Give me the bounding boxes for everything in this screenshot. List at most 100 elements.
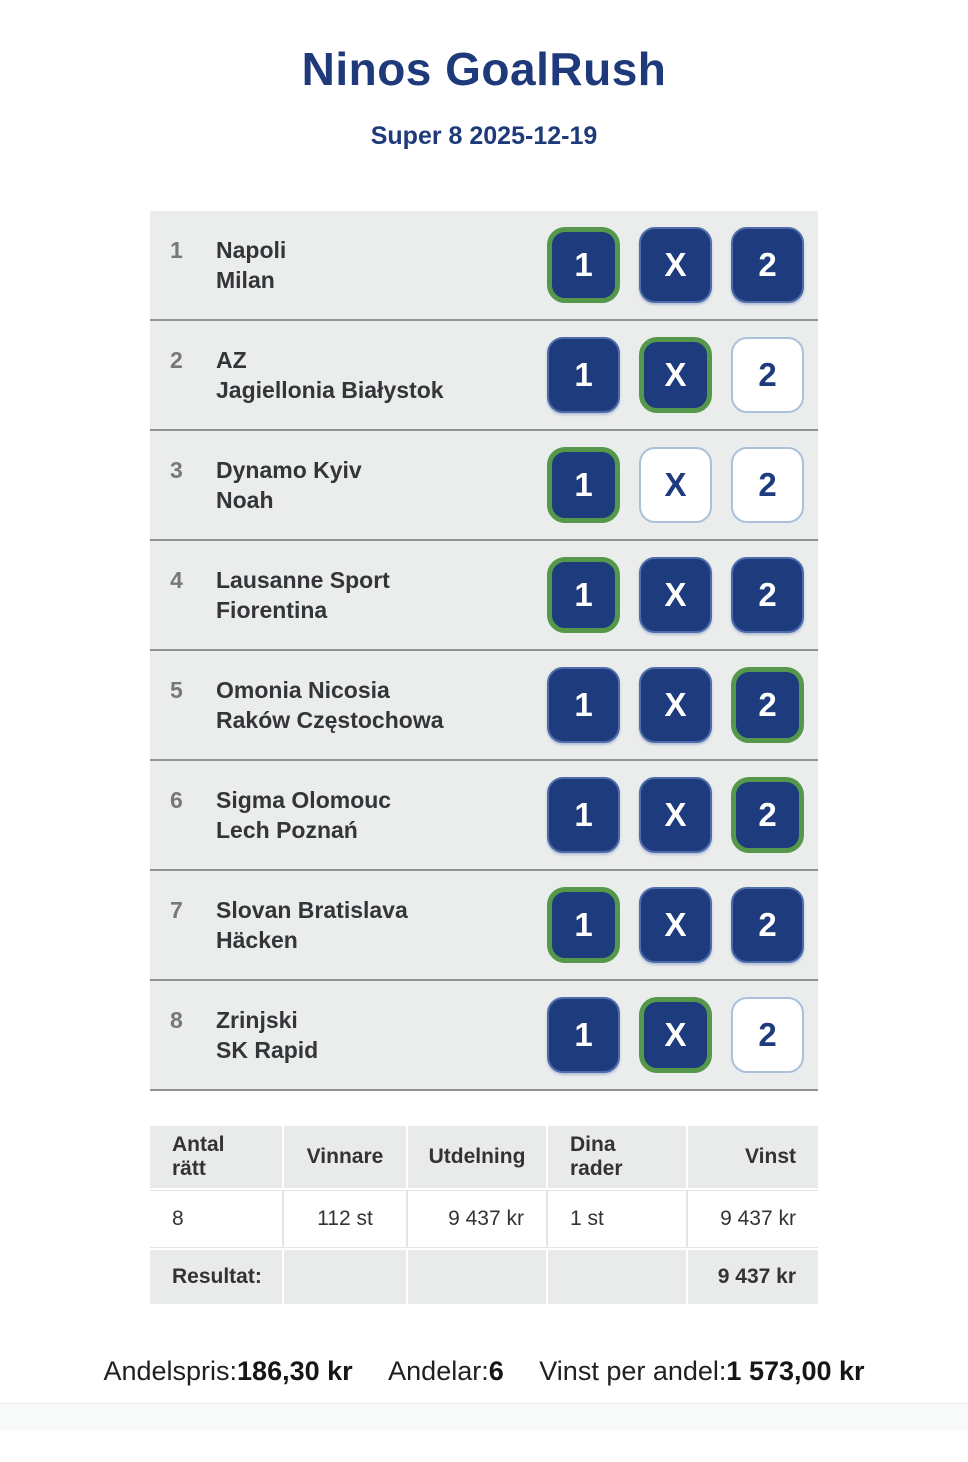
match-number: 6 [170, 787, 183, 813]
value-vinnare: 112 st [284, 1191, 406, 1247]
match-list: 1 Napoli Milan 1 X 2 2 AZ Jagiellonia Białystok 1… [150, 211, 818, 1091]
away-team: Fiorentina [216, 597, 328, 623]
andelspris-group: Andelspris:186,30 kr [103, 1356, 352, 1386]
summary-line: Andelspris:186,30 kr Andelar:6 Vinst per… [0, 1356, 968, 1387]
header-utdelning: Utdelning [408, 1126, 546, 1188]
home-team: Slovan Bratislava [216, 897, 408, 923]
pick-button-1[interactable]: 1 [547, 777, 620, 853]
away-team: Milan [216, 267, 275, 293]
match-teams: AZ Jagiellonia Białystok [216, 345, 444, 405]
match-row: 1 Napoli Milan 1 X 2 [150, 211, 818, 321]
pick-button-x[interactable]: X [639, 997, 712, 1073]
pick-button-2[interactable]: 2 [731, 667, 804, 743]
pick-button-1[interactable]: 1 [547, 447, 620, 523]
away-team: Häcken [216, 927, 298, 953]
match-info: 5 Omonia Nicosia Raków Częstochowa [170, 675, 444, 735]
pick-button-1[interactable]: 1 [547, 667, 620, 743]
andelar-group: Andelar:6 [388, 1356, 504, 1386]
pick-button-2[interactable]: 2 [731, 997, 804, 1073]
match-number: 5 [170, 677, 183, 703]
home-team: Napoli [216, 237, 287, 263]
header-vinst: Vinst [688, 1126, 818, 1188]
pick-button-x[interactable]: X [639, 447, 712, 523]
away-team: Lech Poznań [216, 817, 358, 843]
match-row: 6 Sigma Olomouc Lech Poznań 1 X 2 [150, 761, 818, 871]
value-antal-ratt: 8 [150, 1191, 282, 1247]
away-team: SK Rapid [216, 1037, 319, 1063]
match-info: 1 Napoli Milan [170, 235, 286, 295]
value-vinst: 9 437 kr [688, 1191, 818, 1247]
pick-button-x[interactable]: X [639, 557, 712, 633]
match-teams: Dynamo Kyiv Noah [216, 455, 362, 515]
pick-button-1[interactable]: 1 [547, 997, 620, 1073]
page-subtitle: Super 8 2025-12-19 [370, 122, 598, 150]
vinst-per-andel-label: Vinst per andel: [539, 1356, 727, 1386]
pick-button-2[interactable]: 2 [731, 227, 804, 303]
home-team: Sigma Olomouc [216, 787, 392, 813]
home-team: Lausanne Sport [216, 567, 390, 593]
pick-button-2[interactable]: 2 [731, 777, 804, 853]
pick-button-1[interactable]: 1 [547, 227, 620, 303]
match-teams: Omonia Nicosia Raków Częstochowa [216, 675, 444, 735]
pick-button-x[interactable]: X [639, 337, 712, 413]
andelar-label: Andelar: [388, 1356, 489, 1386]
pick-button-2[interactable]: 2 [731, 447, 804, 523]
home-team: AZ [216, 347, 247, 373]
match-number: 1 [170, 237, 183, 263]
match-teams: Slovan Bratislava Häcken [216, 895, 408, 955]
value-dina-rader: 1 st [548, 1191, 686, 1247]
match-info: 2 AZ Jagiellonia Białystok [170, 345, 444, 405]
home-team: Zrinjski [216, 1007, 298, 1033]
match-row: 4 Lausanne Sport Fiorentina 1 X 2 [150, 541, 818, 651]
match-teams: Lausanne Sport Fiorentina [216, 565, 390, 625]
pick-button-x[interactable]: X [639, 667, 712, 743]
pick-button-1[interactable]: 1 [547, 337, 620, 413]
andelar-value: 6 [488, 1356, 504, 1386]
match-teams: Zrinjski SK Rapid [216, 1005, 318, 1065]
away-team: Noah [216, 487, 274, 513]
pick-button-2[interactable]: 2 [731, 887, 804, 963]
results-table-data-row: 8 112 st 9 437 kr 1 st 9 437 kr [150, 1190, 818, 1248]
vinst-per-andel-value: 1 573,00 kr [726, 1356, 865, 1386]
andelspris-label: Andelspris: [103, 1356, 238, 1386]
pick-button-x[interactable]: X [639, 777, 712, 853]
header-antal-ratt: Antal rätt [150, 1126, 282, 1188]
match-info: 7 Slovan Bratislava Häcken [170, 895, 408, 955]
vinst-per-andel-group: Vinst per andel:1 573,00 kr [539, 1356, 864, 1386]
match-teams: Napoli Milan [216, 235, 286, 295]
header-dina-rader: Dina rader [548, 1126, 686, 1188]
pick-button-2[interactable]: 2 [731, 337, 804, 413]
pick-button-1[interactable]: 1 [547, 887, 620, 963]
match-number: 2 [170, 347, 183, 373]
resultat-value: 9 437 kr [688, 1250, 818, 1304]
away-team: Raków Częstochowa [216, 707, 444, 733]
match-info: 4 Lausanne Sport Fiorentina [170, 565, 390, 625]
results-table-header-row: Antal rätt Vinnare Utdelning Dina rader … [150, 1126, 818, 1188]
match-number: 4 [170, 567, 183, 593]
match-number: 7 [170, 897, 183, 923]
match-number: 3 [170, 457, 183, 483]
home-team: Dynamo Kyiv [216, 457, 362, 483]
pick-button-2[interactable]: 2 [731, 557, 804, 633]
pick-button-1[interactable]: 1 [547, 557, 620, 633]
match-row: 7 Slovan Bratislava Häcken 1 X 2 [150, 871, 818, 981]
page-title: Ninos GoalRush [301, 43, 667, 95]
header-vinnare: Vinnare [284, 1126, 406, 1188]
andelspris-value: 186,30 kr [237, 1356, 353, 1386]
match-row: 3 Dynamo Kyiv Noah 1 X 2 [150, 431, 818, 541]
match-info: 6 Sigma Olomouc Lech Poznań [170, 785, 391, 845]
pick-button-x[interactable]: X [639, 887, 712, 963]
footer-strip [0, 1403, 968, 1430]
pick-button-x[interactable]: X [639, 227, 712, 303]
value-utdelning: 9 437 kr [408, 1191, 546, 1247]
match-row: 8 Zrinjski SK Rapid 1 X 2 [150, 981, 818, 1091]
match-row: 5 Omonia Nicosia Raków Częstochowa 1 X 2 [150, 651, 818, 761]
